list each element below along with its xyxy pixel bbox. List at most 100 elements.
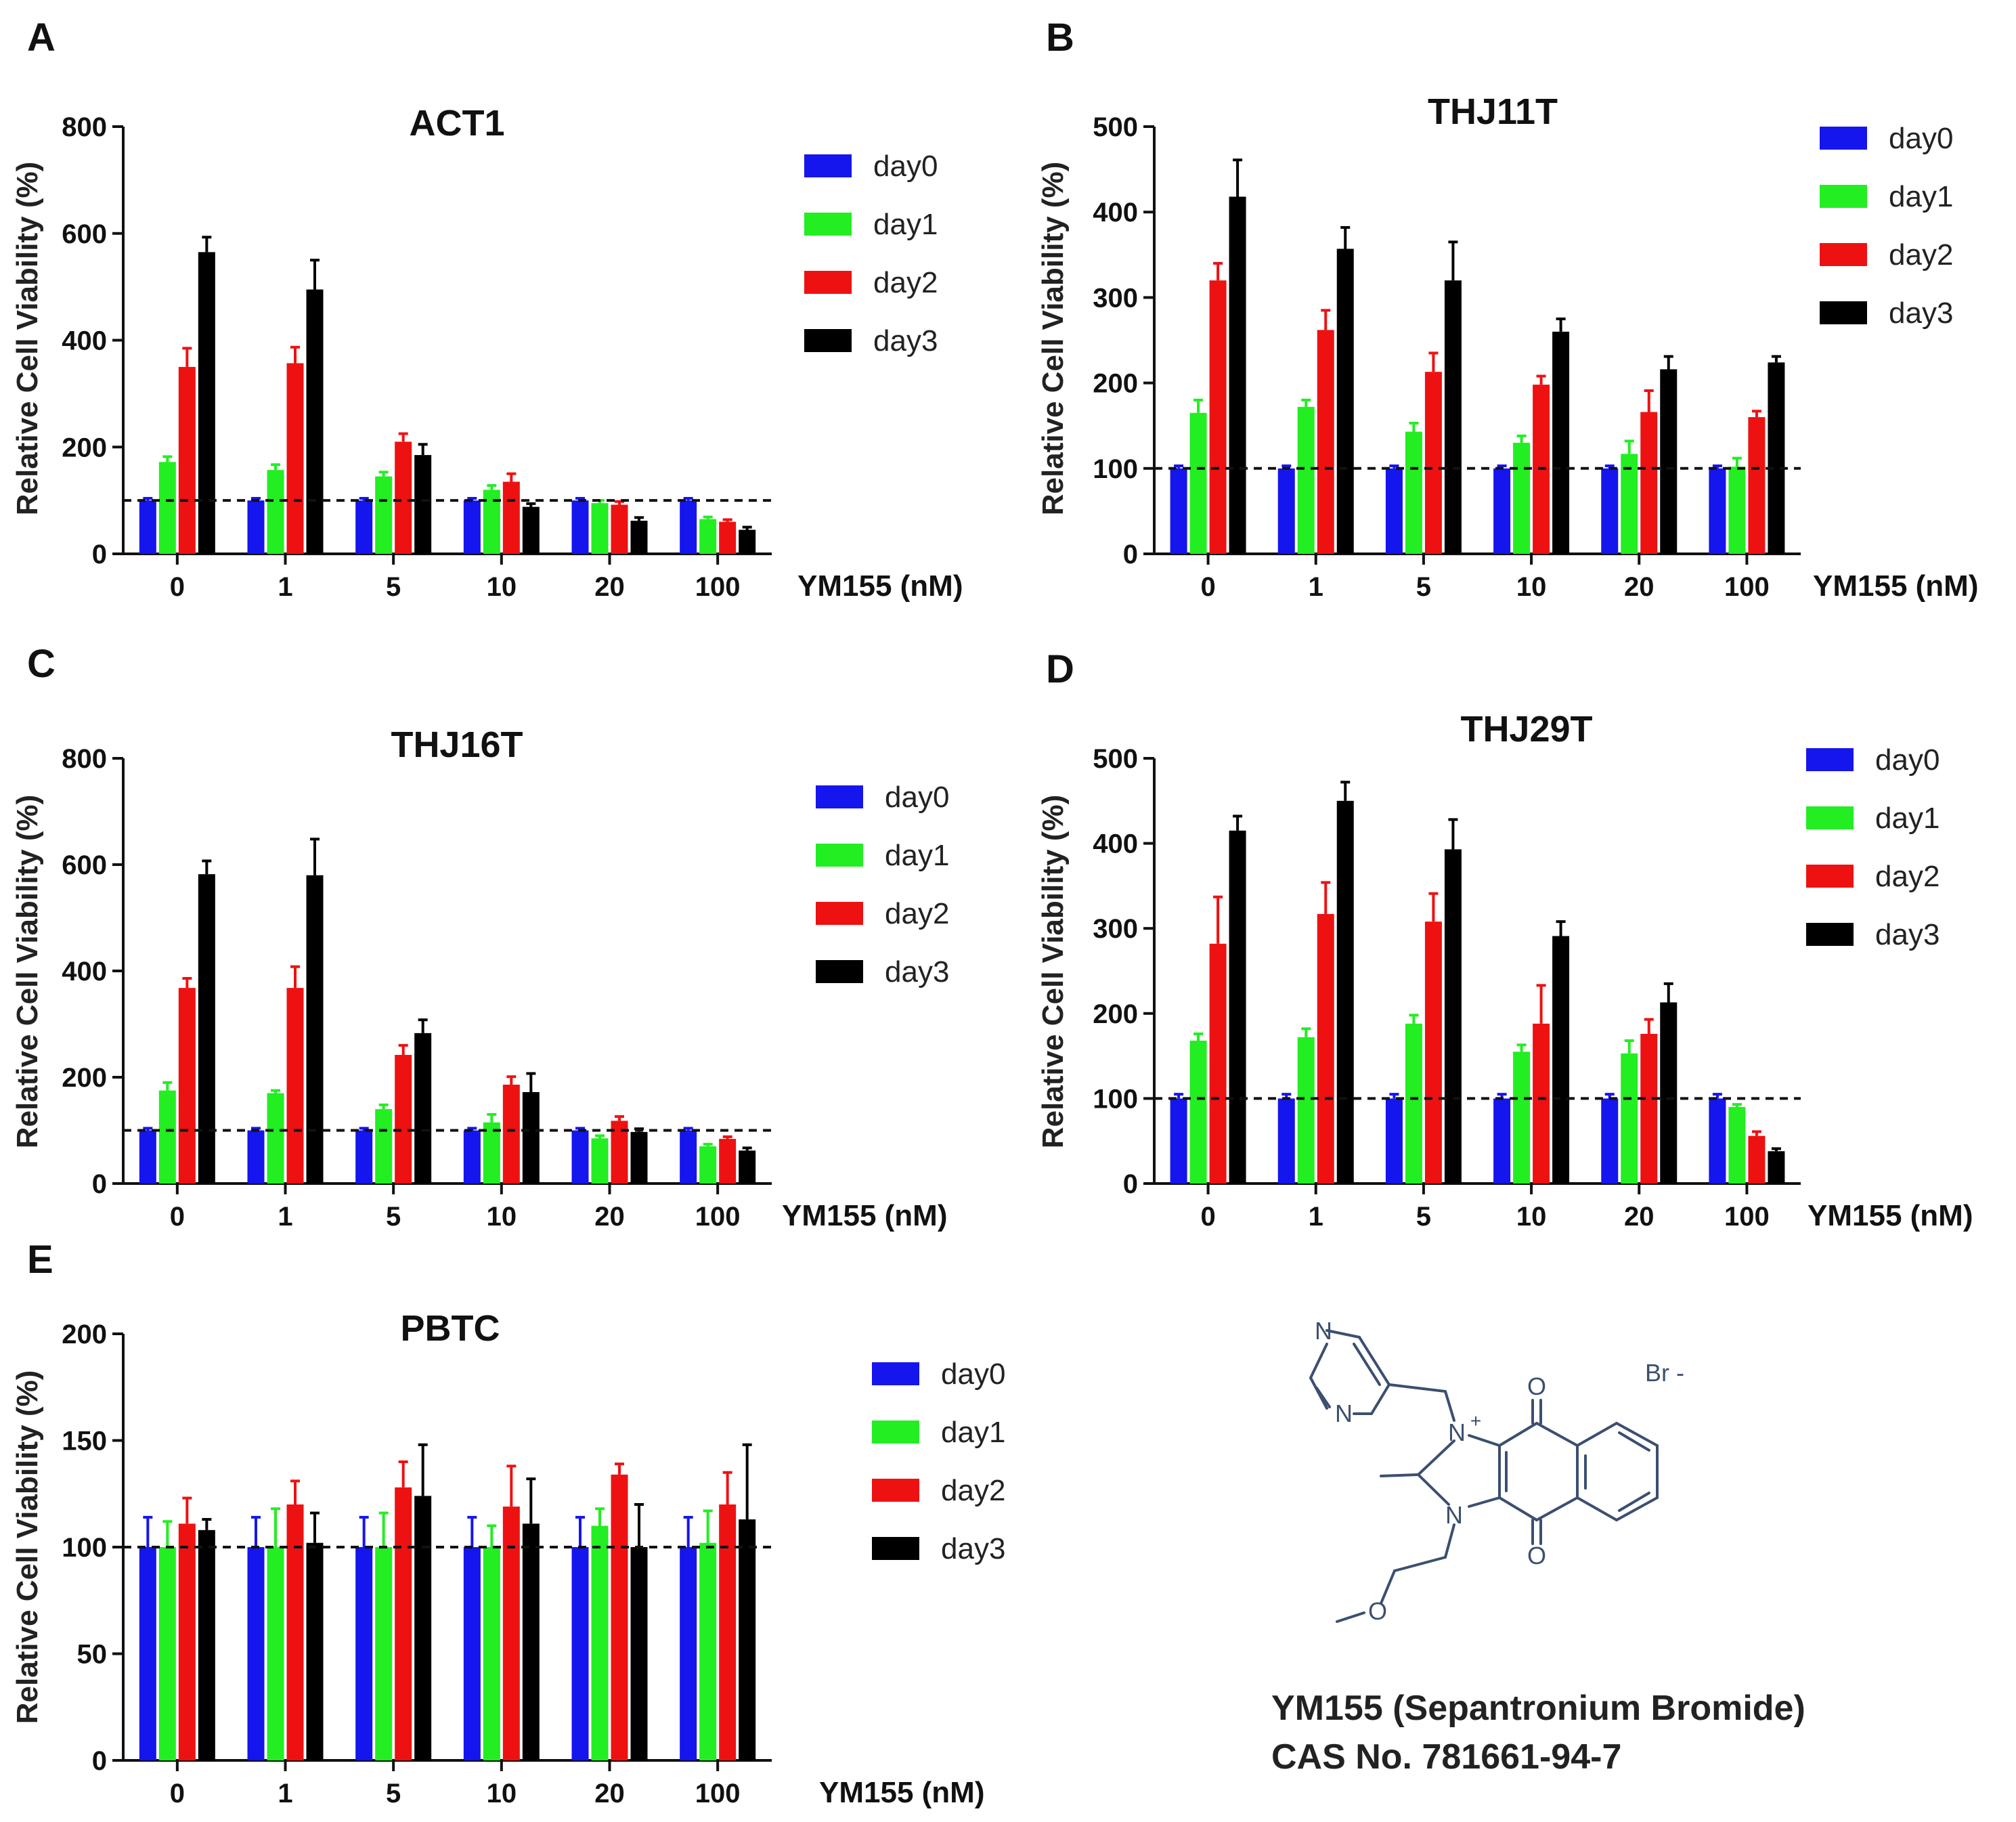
bar-day0-0nm <box>139 1130 156 1184</box>
bar-day0-1nm <box>1277 1098 1295 1184</box>
y-tick-label: 400 <box>62 326 107 356</box>
bar-day0-20nm <box>571 1547 589 1760</box>
bar-day2-1nm <box>1317 330 1334 554</box>
x-tick-label: 20 <box>594 572 625 602</box>
bar-day3-20nm <box>630 1131 648 1184</box>
bar-day0-20nm <box>1601 468 1619 554</box>
bar-day2-5nm <box>1424 921 1442 1184</box>
y-tick-label: 400 <box>1093 198 1138 227</box>
bar-day1-1nm <box>267 1093 284 1184</box>
bar-day2-10nm <box>502 1084 520 1184</box>
bar-day2-5nm <box>395 1055 412 1184</box>
panel-letter: B <box>1046 16 1074 60</box>
bar-day0-10nm <box>463 500 481 554</box>
bar-day2-100nm <box>719 521 737 554</box>
x-tick-label: 5 <box>1416 1202 1431 1232</box>
bar-day2-0nm <box>1209 943 1227 1184</box>
x-axis-label: YM155 (nM) <box>797 569 963 603</box>
legend-label-day3: day3 <box>941 1532 1005 1565</box>
bar-day0-5nm <box>355 500 373 554</box>
y-tick-label: 50 <box>77 1640 108 1670</box>
legend-label-day0: day0 <box>873 150 938 183</box>
bar-day2-0nm <box>178 1523 196 1760</box>
x-tick-label: 10 <box>487 1202 517 1232</box>
x-tick-label: 0 <box>1200 572 1215 602</box>
legend-label-day0: day0 <box>1875 743 1940 777</box>
bar-day0-10nm <box>1493 468 1511 554</box>
legend-swatch-day3 <box>1820 301 1867 324</box>
bar-day0-100nm <box>1709 468 1726 554</box>
bar-day0-100nm <box>1709 1098 1726 1184</box>
y-tick-label: 800 <box>62 744 107 774</box>
ym155-structure <box>1309 1329 1659 1623</box>
y-tick-label: 500 <box>1093 112 1138 142</box>
bar-day3-1nm <box>306 1542 324 1760</box>
bar-day0-0nm <box>1170 1098 1187 1184</box>
x-tick-label: 20 <box>1624 572 1655 602</box>
legend-swatch-day2 <box>816 902 863 925</box>
bar-day3-10nm <box>1552 331 1570 554</box>
bar-day3-100nm <box>1768 362 1785 554</box>
legend-swatch-day0 <box>1806 748 1854 771</box>
ym155-atom-labels: N N N + N O O O Br - <box>1315 1317 1684 1625</box>
bar-day3-1nm <box>1336 248 1354 554</box>
y-tick-label: 0 <box>92 1746 107 1776</box>
y-tick-label: 200 <box>62 1063 107 1093</box>
y-tick-label: 150 <box>62 1427 107 1456</box>
bar-day0-0nm <box>139 1547 156 1760</box>
bar-day0-1nm <box>1277 468 1295 554</box>
legend-swatch-day0 <box>872 1362 919 1385</box>
atom-n-plus: N <box>1448 1418 1466 1446</box>
bar-day0-10nm <box>463 1547 481 1760</box>
bar-day0-10nm <box>1493 1098 1511 1184</box>
bar-day3-5nm <box>414 1033 432 1184</box>
legend-label-day2: day2 <box>1875 860 1940 893</box>
bar-day1-0nm <box>158 1547 176 1760</box>
bar-day1-20nm <box>591 1525 609 1760</box>
y-axis-label: Relative Cell Viability (%) <box>11 1370 44 1724</box>
bar-day1-1nm <box>267 470 284 554</box>
x-tick-label: 5 <box>1416 572 1431 602</box>
bar-day0-1nm <box>247 1547 265 1760</box>
x-tick-label: 1 <box>1309 572 1323 602</box>
x-tick-label: 1 <box>278 1202 292 1232</box>
bar-day0-1nm <box>247 1130 265 1184</box>
bar-day1-20nm <box>1621 1053 1638 1184</box>
x-tick-label: 100 <box>695 1779 741 1808</box>
x-tick-label: 20 <box>594 1779 625 1808</box>
legend-label-day0: day0 <box>885 781 949 814</box>
legend-swatch-day1 <box>1820 185 1867 208</box>
bar-day1-0nm <box>1189 412 1207 554</box>
panel-letter: A <box>27 16 56 60</box>
y-axis-label: Relative Cell Viability (%) <box>1036 162 1070 515</box>
bar-day1-20nm <box>591 503 609 554</box>
legend-swatch-day1 <box>1806 806 1854 829</box>
y-tick-label: 200 <box>62 1320 107 1349</box>
bar-day2-20nm <box>611 1474 628 1760</box>
chart-title: THJ29T <box>1460 709 1592 750</box>
bar-day0-20nm <box>571 500 589 554</box>
bar-day2-20nm <box>1640 412 1658 554</box>
bar-day0-100nm <box>680 1547 697 1760</box>
x-axis-label: YM155 (nM) <box>1807 1199 1973 1232</box>
bar-day2-0nm <box>1209 280 1227 554</box>
atom-n-lower: N <box>1445 1501 1463 1529</box>
bar-day3-0nm <box>198 874 215 1184</box>
bar-day1-100nm <box>699 519 717 554</box>
legend-swatch-day1 <box>816 844 863 867</box>
chart-title: ACT1 <box>409 103 504 144</box>
bar-day1-100nm <box>699 1146 717 1184</box>
y-tick-label: 500 <box>1093 744 1138 774</box>
x-tick-label: 20 <box>594 1202 625 1232</box>
charge-plus: + <box>1470 1410 1481 1431</box>
bar-day2-5nm <box>1424 372 1442 554</box>
bar-day1-5nm <box>375 1109 393 1184</box>
legend-label-day1: day1 <box>885 839 949 872</box>
bar-day3-100nm <box>739 1519 756 1760</box>
bar-day3-5nm <box>1444 280 1462 554</box>
y-axis-label: Relative Cell Viability (%) <box>11 795 44 1148</box>
bar-day0-5nm <box>1385 468 1403 554</box>
